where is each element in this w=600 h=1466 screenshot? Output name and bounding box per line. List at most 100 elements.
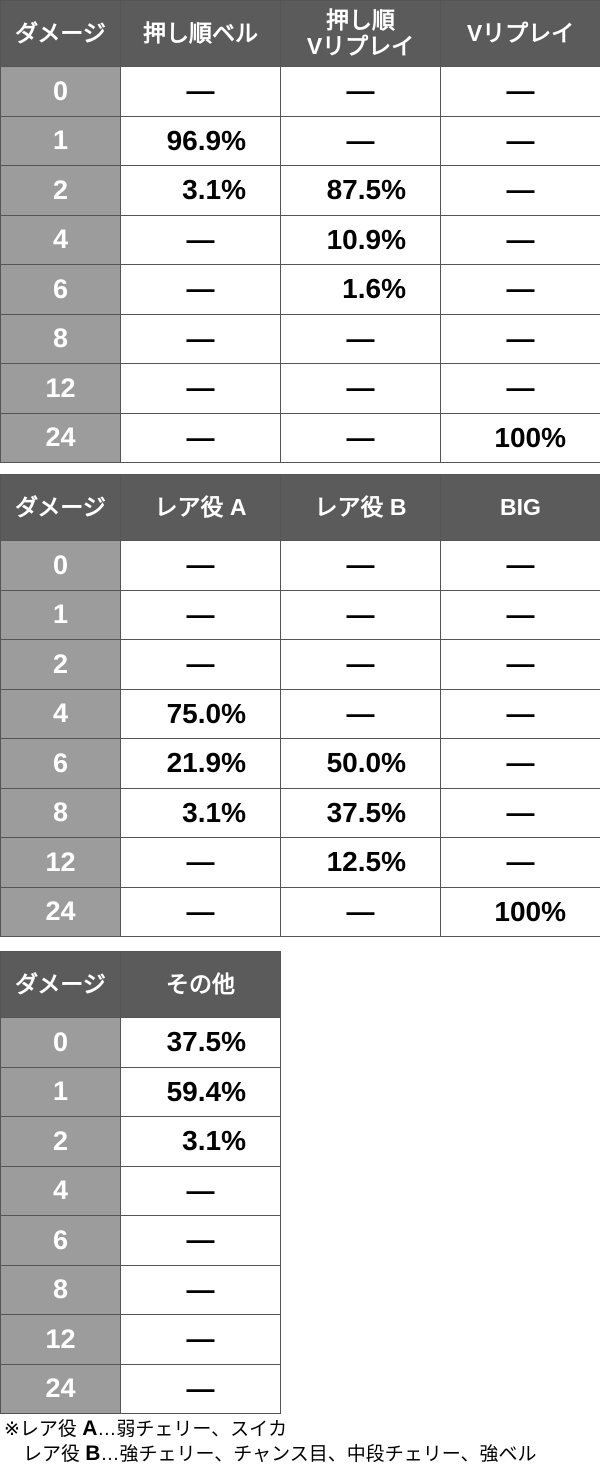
dash-value: — [347, 896, 375, 927]
damage-value: 2 [53, 175, 68, 205]
empty-cell: — [281, 314, 441, 364]
dash-value: — [507, 549, 535, 580]
column-header: レア役 B [281, 475, 441, 541]
probability-value: 96.9% [167, 125, 246, 156]
column-header: BIG [441, 475, 600, 541]
dash-value: — [187, 1373, 215, 1404]
empty-cell: — [441, 265, 600, 315]
damage-value: 24 [45, 896, 75, 926]
empty-cell: — [441, 590, 600, 640]
table-row: 8——— [1, 314, 600, 364]
probability-cell: 100% [441, 413, 600, 463]
empty-cell: — [121, 67, 281, 117]
damage-value: 1 [53, 125, 68, 155]
damage-value: 6 [53, 1225, 68, 1255]
dash-value: — [507, 174, 535, 205]
empty-cell: — [441, 67, 600, 117]
probability-cell: 3.1% [121, 788, 281, 838]
empty-cell: — [121, 1364, 281, 1414]
table-row: 24——100% [1, 413, 600, 463]
table-row: 24— [1, 1364, 281, 1414]
probability-cell: 3.1% [121, 166, 281, 216]
column-header: その他 [121, 952, 281, 1018]
dash-value: — [187, 75, 215, 106]
probability-value: 3.1% [182, 1125, 246, 1156]
damage-value: 12 [45, 373, 75, 403]
probability-cell: 12.5% [281, 838, 441, 888]
note-key: A [82, 1417, 97, 1440]
table-row: 0——— [1, 541, 600, 591]
probability-value: 3.1% [182, 174, 246, 205]
probability-cell: 3.1% [121, 1117, 281, 1167]
dash-value: — [347, 599, 375, 630]
dash-value: — [347, 648, 375, 679]
probability-value: 87.5% [327, 174, 406, 205]
empty-cell: — [121, 887, 281, 937]
empty-cell: — [281, 67, 441, 117]
dash-value: — [347, 698, 375, 729]
table-row: 24——100% [1, 887, 600, 937]
damage-cell: 4 [1, 1166, 121, 1216]
empty-cell: — [121, 838, 281, 888]
footnote-rare-b: レア役 B…強チェリー、チャンス目、中段チェリー、強ベル [4, 1439, 537, 1466]
dash-value: — [507, 698, 535, 729]
damage-cell: 24 [1, 413, 121, 463]
dash-value: — [507, 599, 535, 630]
damage-value: 8 [53, 797, 68, 827]
probability-cell: 75.0% [121, 689, 281, 739]
probability-value: 1.6% [342, 273, 406, 304]
empty-cell: — [281, 116, 441, 166]
damage-value: 12 [45, 847, 75, 877]
probability-value: 37.5% [167, 1026, 246, 1057]
dash-value: — [187, 1323, 215, 1354]
damage-cell: 0 [1, 67, 121, 117]
damage-cell: 1 [1, 1067, 121, 1117]
damage-value: 1 [53, 599, 68, 629]
table-row: 6— [1, 1216, 281, 1266]
dash-value: — [347, 323, 375, 354]
damage-value: 0 [53, 550, 68, 580]
empty-cell: — [121, 590, 281, 640]
table-row: 1 96.9% — — [1, 116, 600, 166]
dash-value: — [507, 273, 535, 304]
column-header-label: レア役 A [155, 494, 247, 520]
empty-cell: — [281, 640, 441, 690]
dash-value: — [507, 75, 535, 106]
dash-value: — [347, 549, 375, 580]
probability-value: 10.9% [327, 224, 406, 255]
empty-cell: — [121, 364, 281, 414]
probability-value: 100% [494, 422, 566, 453]
damage-cell: 6 [1, 739, 121, 789]
column-header-label: ダメージ [15, 971, 106, 997]
dash-value: — [347, 75, 375, 106]
dash-value: — [507, 125, 535, 156]
empty-cell: — [121, 1315, 281, 1365]
dash-value: — [507, 648, 535, 679]
column-header: レア役 A [121, 475, 281, 541]
table-row: 2——— [1, 640, 600, 690]
dash-value: — [507, 747, 535, 778]
column-header: ダメージ [1, 1, 121, 67]
column-header: 押し順 Vリプレイ [281, 1, 441, 67]
damage-cell: 4 [1, 215, 121, 265]
dash-value: — [187, 323, 215, 354]
header-row: ダメージその他 [1, 952, 281, 1018]
damage-cell: 2 [1, 640, 121, 690]
dash-value: — [187, 846, 215, 877]
dash-value: — [507, 372, 535, 403]
probability-cell: 96.9% [121, 116, 281, 166]
damage-cell: 12 [1, 364, 121, 414]
column-header-label: ダメージ [15, 20, 106, 46]
table-row: 8— [1, 1265, 281, 1315]
damage-cell: 12 [1, 838, 121, 888]
dash-value: — [187, 273, 215, 304]
dash-value: — [187, 422, 215, 453]
